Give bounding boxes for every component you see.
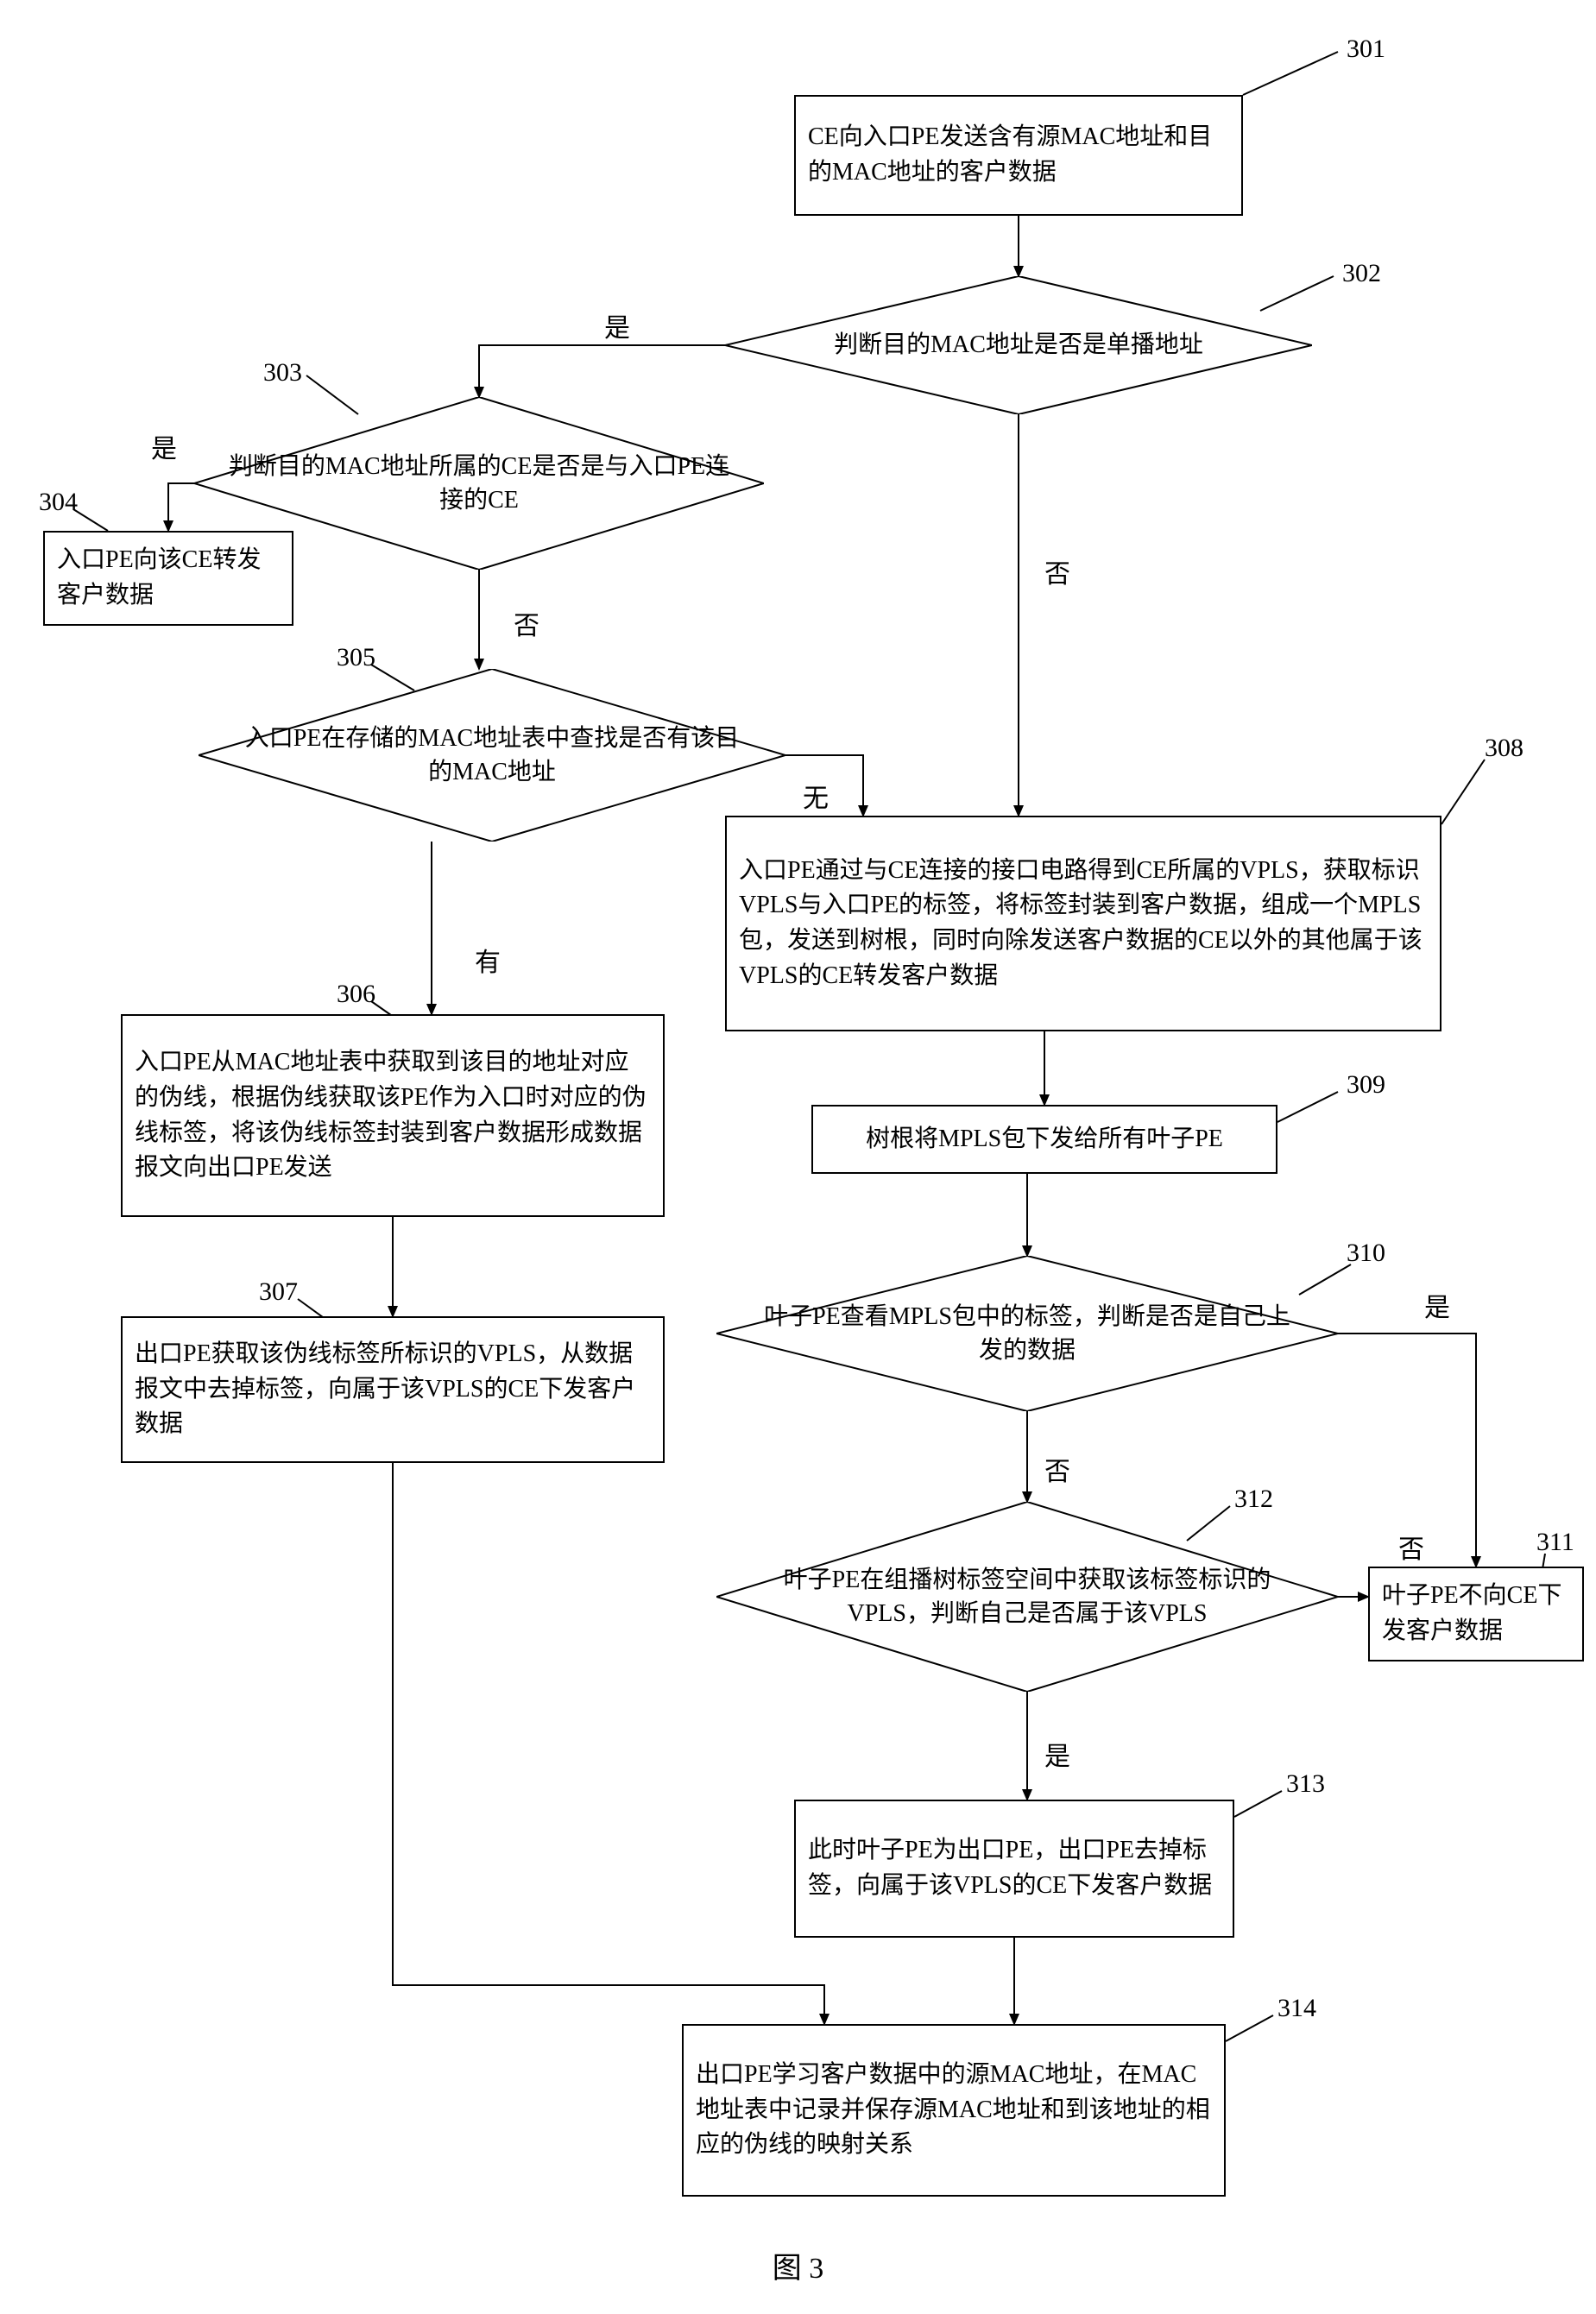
callout-leader-7 [1441,760,1485,824]
process-box-n301: CE向入口PE发送含有源MAC地址和目的MAC地址的客户数据 [794,95,1243,216]
callout-text-c304: 304 [39,488,78,516]
decision-text-n303: 判断目的MAC地址所属的CE是否是与入口PE连接的CE [229,450,730,517]
callout-leader-0 [1243,52,1338,95]
callout-text-c310: 310 [1347,1239,1385,1267]
callout-text-c314: 314 [1277,1994,1316,2022]
figure-caption-text: 图 3 [773,2253,824,2285]
process-text-n311: 叶子PE不向CE下发客户数据 [1382,1579,1570,1649]
edge-label-text-l305yes: 有 [475,949,501,977]
process-box-n307: 出口PE获取该伪线标签所标识的VPLS，从数据报文中去掉标签，向属于该VPLS的… [121,1316,665,1463]
edge-label-l303no: 否 [514,604,539,642]
callout-c306: 306 [337,980,375,1009]
edge-label-l303yes: 是 [151,427,177,465]
callout-text-c301: 301 [1347,35,1385,63]
process-text-n304: 入口PE向该CE转发客户数据 [57,543,280,613]
decision-n312: 叶子PE在组播树标签空间中获取该标签标识的VPLS，判断自己是否属于该VPLS [716,1502,1338,1692]
process-text-n307: 出口PE获取该伪线标签所标识的VPLS，从数据报文中去掉标签，向属于该VPLS的… [135,1337,651,1442]
callout-text-c312: 312 [1234,1485,1273,1513]
callout-c313: 313 [1286,1769,1325,1799]
callout-c305: 305 [337,643,375,672]
edge-label-text-l302yes: 是 [604,314,630,343]
process-text-n301: CE向入口PE发送含有源MAC地址和目的MAC地址的客户数据 [808,120,1229,190]
process-text-n313: 此时叶子PE为出口PE，出口PE去掉标签，向属于该VPLS的CE下发客户数据 [808,1833,1221,1903]
edge-label-text-l303no: 否 [514,612,539,640]
callout-leader-12 [1234,1791,1282,1817]
edge-label-l310yes: 是 [1424,1286,1450,1324]
callout-c307: 307 [259,1277,298,1307]
decision-text-n305: 入口PE在存储的MAC地址表中查找是否有该目的MAC地址 [234,722,750,789]
callout-c312: 312 [1234,1485,1273,1514]
callout-text-c308: 308 [1485,734,1523,762]
edge-label-l302yes: 是 [604,306,630,344]
edge-label-text-l310yes: 是 [1424,1294,1450,1322]
callout-leader-8 [1277,1092,1338,1122]
process-box-n313: 此时叶子PE为出口PE，出口PE去掉标签，向属于该VPLS的CE下发客户数据 [794,1800,1234,1938]
edge-e302-303 [479,345,725,397]
callout-text-c302: 302 [1342,259,1381,287]
callout-text-c313: 313 [1286,1769,1325,1798]
edge-label-l302no: 否 [1044,552,1070,590]
process-box-n306: 入口PE从MAC地址表中获取到该目的地址对应的伪线，根据伪线获取该PE作为入口时… [121,1014,665,1217]
edge-label-l312yes: 是 [1044,1735,1070,1773]
callout-leader-13 [1226,2015,1273,2041]
decision-n305: 入口PE在存储的MAC地址表中查找是否有该目的MAC地址 [199,669,785,842]
process-box-n311: 叶子PE不向CE下发客户数据 [1368,1567,1584,1661]
edge-label-text-l302no: 否 [1044,560,1070,589]
decision-text-n302: 判断目的MAC地址是否是单播地址 [834,328,1203,362]
callout-leader-3 [73,509,108,531]
decision-n310: 叶子PE查看MPLS包中的标签，判断是否是自己上发的数据 [716,1256,1338,1411]
edge-e303-304 [168,483,194,531]
edge-label-text-l305no: 无 [803,785,829,813]
callout-text-c305: 305 [337,643,375,672]
edge-label-l310no: 否 [1044,1450,1070,1488]
callout-text-c306: 306 [337,980,375,1008]
process-text-n314: 出口PE学习客户数据中的源MAC地址，在MAC地址表中记录并保存源MAC地址和到… [696,2058,1212,2163]
callout-c304: 304 [39,488,78,517]
callout-text-c311: 311 [1536,1528,1574,1556]
edge-label-l312no: 否 [1398,1528,1424,1566]
decision-text-n310: 叶子PE查看MPLS包中的标签，判断是否是自己上发的数据 [754,1300,1301,1367]
callout-c301: 301 [1347,35,1385,64]
process-text-n309: 树根将MPLS包下发给所有叶子PE [866,1122,1223,1157]
callout-c309: 309 [1347,1070,1385,1100]
callout-c308: 308 [1485,734,1523,763]
callout-c314: 314 [1277,1994,1316,2023]
decision-n302: 判断目的MAC地址是否是单播地址 [725,276,1312,414]
figure-caption: 图 3 [0,2244,1596,2286]
edge-label-l305no: 无 [803,777,829,815]
callout-c311: 311 [1536,1528,1574,1557]
edge-label-text-l303yes: 是 [151,435,177,463]
callout-c303: 303 [263,358,302,388]
callout-text-c309: 309 [1347,1070,1385,1099]
process-box-n309: 树根将MPLS包下发给所有叶子PE [811,1105,1277,1174]
process-text-n306: 入口PE从MAC地址表中获取到该目的地址对应的伪线，根据伪线获取该PE作为入口时… [135,1045,651,1185]
callout-text-c303: 303 [263,358,302,387]
edge-label-text-l312yes: 是 [1044,1743,1070,1771]
callout-text-c307: 307 [259,1277,298,1306]
edge-label-text-l312no: 否 [1398,1535,1424,1564]
process-box-n304: 入口PE向该CE转发客户数据 [43,531,293,626]
process-box-n314: 出口PE学习客户数据中的源MAC地址，在MAC地址表中记录并保存源MAC地址和到… [682,2024,1226,2197]
process-box-n308: 入口PE通过与CE连接的接口电路得到CE所属的VPLS，获取标识VPLS与入口P… [725,816,1441,1031]
callout-c310: 310 [1347,1239,1385,1268]
decision-text-n312: 叶子PE在组播树标签空间中获取该标签标识的VPLS，判断自己是否属于该VPLS [754,1563,1301,1630]
callout-c302: 302 [1342,259,1381,288]
process-text-n308: 入口PE通过与CE连接的接口电路得到CE所属的VPLS，获取标识VPLS与入口P… [739,854,1428,993]
edge-label-text-l310no: 否 [1044,1458,1070,1486]
edge-label-l305yes: 有 [475,941,501,979]
